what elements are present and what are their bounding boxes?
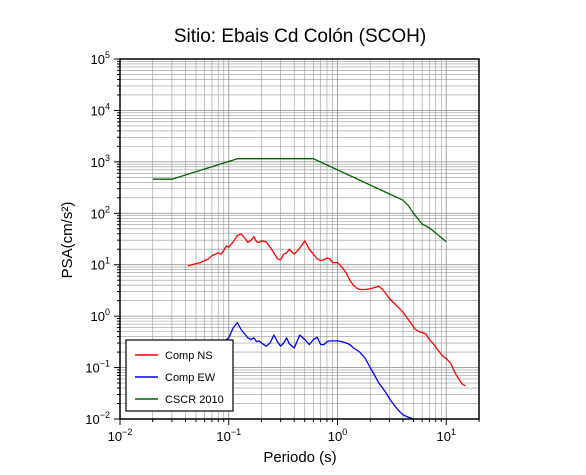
series-lines	[152, 158, 466, 420]
y-tick-label: 100	[91, 307, 110, 324]
series-line-cscr-2010	[152, 158, 447, 243]
series-line-comp-ns	[187, 233, 466, 387]
grid	[119, 58, 480, 420]
y-tick-label: 104	[91, 101, 110, 118]
x-axis-label: Periodo (s)	[263, 449, 336, 466]
legend-label-comp-ns: Comp NS	[165, 350, 213, 362]
x-tick-label: 10−2	[108, 427, 133, 444]
y-tick-label: 10−1	[85, 359, 110, 376]
legend: Comp NS Comp EW CSCR 2010	[125, 339, 234, 412]
x-tick-label: 101	[437, 427, 456, 444]
tick-marks	[114, 58, 480, 425]
y-tick-label: 105	[91, 50, 110, 67]
y-tick-label: 103	[91, 153, 110, 170]
y-tick-labels: 10−2 10−1 100 101 102 103 104 105	[85, 50, 110, 427]
x-tick-label: 100	[328, 427, 347, 444]
series-line-comp-ew	[217, 321, 414, 420]
plot-frame	[119, 58, 480, 420]
y-axis-label: PSA(cm/s²)	[59, 202, 76, 279]
chart-title: Sitio: Ebais Cd Colón (SCOH)	[174, 26, 426, 47]
y-tick-label: 101	[91, 256, 110, 273]
y-tick-label: 102	[91, 204, 110, 221]
y-tick-label: 10−2	[85, 410, 110, 427]
x-tick-label: 10−1	[216, 427, 241, 444]
legend-label-comp-ew: Comp EW	[165, 372, 216, 384]
x-tick-labels: 10−2 10−1 100 101	[108, 427, 456, 444]
legend-label-cscr-2010: CSCR 2010	[165, 394, 224, 406]
